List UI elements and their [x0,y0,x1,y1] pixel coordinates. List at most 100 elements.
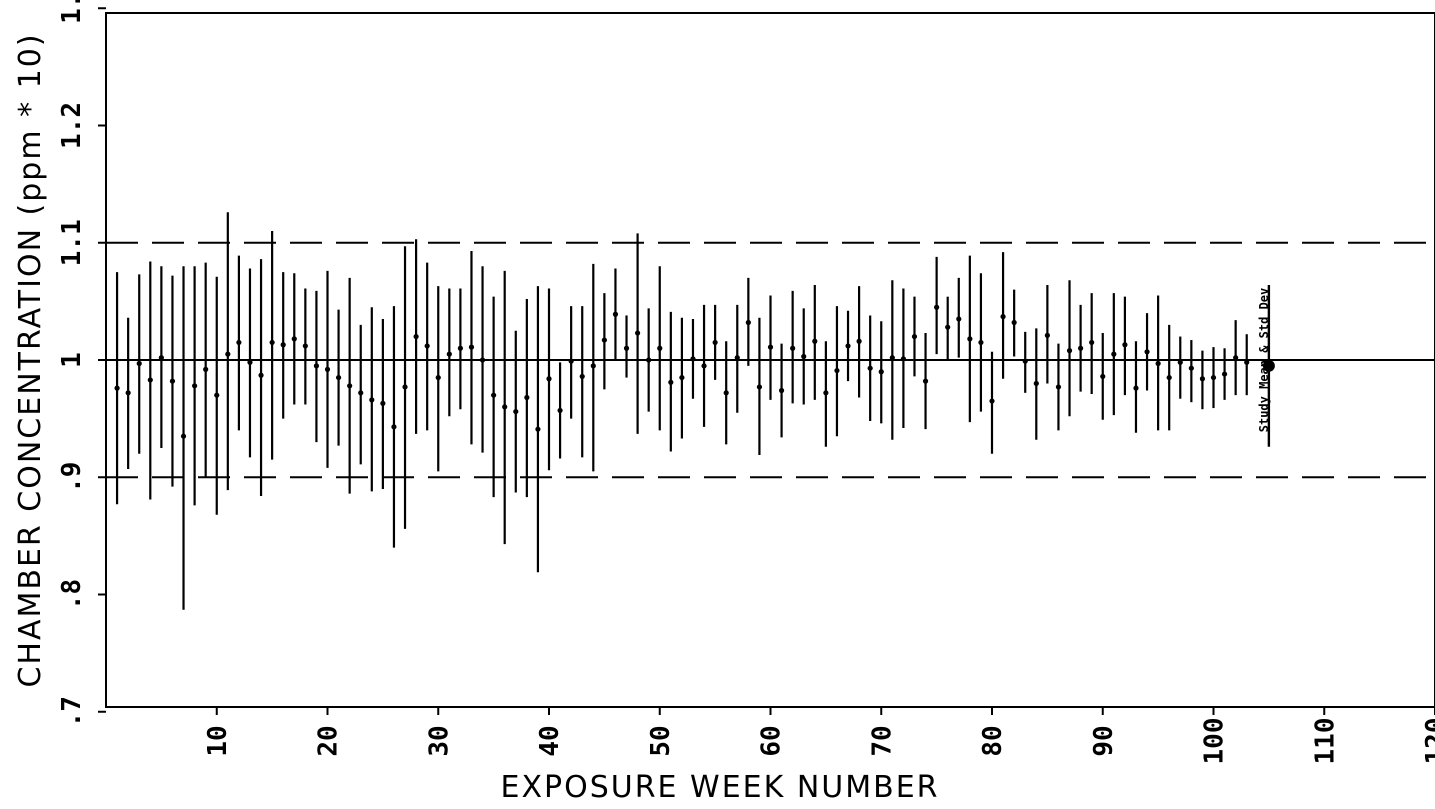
y-tick-label: .9 [57,462,87,493]
mean-point-week-66 [834,367,840,374]
mean-point-week-51 [668,379,674,385]
y-tick-label: 1. [57,0,87,24]
mean-point-week-100 [1210,374,1217,381]
mean-point-week-79 [978,339,984,346]
mean-point-week-83 [1022,358,1028,364]
mean-point-week-21 [335,374,342,381]
mean-point-week-13 [247,359,253,365]
mean-point-week-58 [745,319,751,326]
mean-point-week-53 [690,356,696,362]
mean-point-week-68 [856,338,862,344]
y-axis-ticks: .7 .8 .9 1 1.1 1.2 1. [57,0,106,727]
mean-point-week-30 [435,374,441,381]
mean-point-week-28 [413,333,419,340]
mean-point-week-14 [258,372,264,378]
mean-point-week-64 [812,338,818,344]
mean-point-week-80 [989,398,995,404]
y-tick-label: .7 [57,696,87,727]
x-tick-label: 100 [1200,718,1230,765]
mean-point-week-32 [457,345,463,351]
mean-point-week-29 [424,343,430,349]
mean-point-week-3 [136,360,142,367]
y-tick-label: 1.1 [57,219,87,266]
mean-point-week-75 [934,304,940,310]
mean-point-week-6 [169,378,176,384]
mean-point-week-7 [180,433,187,439]
mean-point-week-46 [612,311,619,317]
mean-point-week-47 [623,345,630,351]
mean-point-week-65 [823,390,829,396]
mean-point-week-4 [147,377,153,383]
mean-point-week-24 [369,397,375,403]
mean-point-week-35 [491,392,497,398]
mean-point-week-85 [1044,332,1050,338]
mean-point-week-9 [203,366,209,372]
mean-point-week-20 [324,366,331,372]
mean-point-week-61 [778,387,785,394]
y-axis-title: CHAMBER CONCENTRATION (ppm * 10) [13,32,48,687]
mean-point-week-56 [723,390,729,396]
x-axis-title: EXPOSURE WEEK NUMBER [501,770,940,805]
mean-point-week-71 [889,355,895,361]
mean-point-week-41 [557,407,563,414]
mean-point-week-16 [280,342,286,348]
x-tick-label: 70 [867,725,897,756]
mean-point-week-57 [734,355,740,361]
mean-point-week-94 [1144,349,1150,355]
mean-point-week-67 [845,343,851,349]
mean-point-week-54 [701,363,707,369]
mean-point-week-76 [945,324,951,330]
mean-point-week-97 [1177,359,1183,365]
x-tick-label: 30 [424,725,454,756]
mean-point-week-95 [1155,360,1161,367]
study-summary-label: Study Mean & Std Dev [1257,288,1271,433]
mean-point-week-52 [679,374,685,381]
mean-point-week-42 [568,358,574,364]
x-tick-label: 10 [203,725,233,756]
mean-point-week-2 [125,390,131,396]
x-tick-label: 80 [978,725,1008,756]
mean-point-week-17 [291,336,297,342]
mean-point-week-86 [1055,384,1062,390]
mean-point-week-103 [1244,359,1250,365]
mean-point-week-18 [302,343,308,349]
mean-point-week-102 [1233,355,1239,361]
mean-point-week-70 [878,369,884,375]
mean-point-week-10 [214,392,220,398]
mean-point-week-69 [867,365,873,371]
y-tick-label: 1.2 [57,102,87,149]
mean-point-week-8 [192,383,198,389]
mean-point-week-15 [269,339,275,346]
mean-point-week-19 [313,363,320,369]
mean-point-week-82 [1011,319,1017,326]
mean-point-week-34 [479,357,486,363]
x-tick-label: 20 [314,725,344,756]
mean-point-week-72 [900,356,907,362]
x-tick-label: 40 [535,725,565,756]
x-tick-label: 90 [1089,725,1119,756]
mean-point-week-50 [657,345,663,351]
mean-point-week-31 [446,351,452,357]
mean-point-week-89 [1089,339,1095,346]
mean-point-week-96 [1166,374,1172,381]
mean-point-week-73 [911,333,918,340]
study-summary-group: Study Mean & Std Dev [1257,284,1275,447]
x-axis-ticks: 10 20 30 40 50 60 70 80 90 100 110 120 [203,707,1435,764]
mean-point-week-43 [579,373,585,380]
y-tick-label: 1 [57,352,87,368]
mean-point-week-23 [358,390,364,396]
mean-point-week-27 [402,384,408,390]
mean-point-week-87 [1066,348,1073,354]
mean-point-week-74 [922,378,929,384]
mean-point-week-22 [347,383,353,389]
mean-point-week-45 [601,337,607,343]
x-tick-label: 110 [1310,718,1340,765]
x-tick-label: 60 [757,725,787,756]
mean-point-week-40 [546,376,552,382]
mean-point-week-25 [380,400,386,406]
x-tick-label: 50 [646,725,676,756]
mean-point-week-48 [635,330,641,336]
mean-point-week-92 [1122,342,1128,348]
mean-point-week-101 [1221,371,1228,377]
